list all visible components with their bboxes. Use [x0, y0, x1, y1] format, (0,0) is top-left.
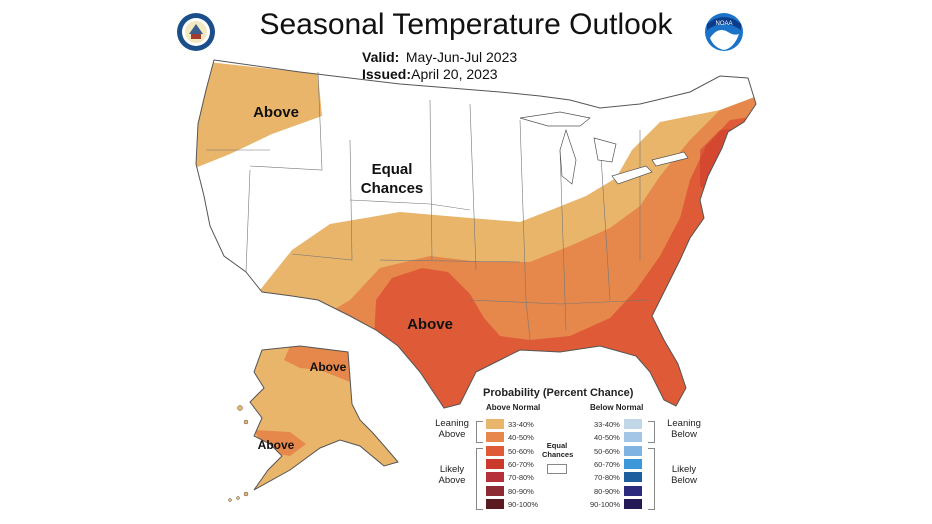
legend-label-below-40-50: 40-50% — [594, 433, 620, 442]
legend-brace-likely-below — [648, 448, 655, 510]
legend-title: Probability (Percent Chance) — [483, 387, 634, 399]
legend-label-below-60-70: 60-70% — [594, 460, 620, 469]
legend-label-above-80-90: 80-90% — [508, 487, 534, 496]
legend: Probability (Percent Chance) Above Norma… — [428, 384, 718, 514]
legend-swatch-below-70-80 — [624, 472, 642, 482]
legend-label-above-50-60: 50-60% — [508, 447, 534, 456]
legend-swatch-above-40-50 — [486, 432, 504, 442]
map-label-alaska-south: Above — [257, 438, 295, 452]
legend-swatch-above-33-40 — [486, 419, 504, 429]
legend-swatch-equal-chances — [547, 464, 567, 474]
legend-brace-leaning-above — [476, 421, 483, 443]
map-label-northwest: Above — [253, 104, 299, 121]
legend-leaning-above: Leaning Above — [435, 418, 469, 440]
commerce-seal-icon — [177, 13, 215, 51]
legend-swatch-below-90-100 — [624, 499, 642, 509]
valid-value: May-Jun-Jul 2023 — [405, 49, 518, 65]
legend-below-heading: Below Normal — [590, 403, 644, 412]
legend-swatch-below-50-60 — [624, 446, 642, 456]
noaa-logo-text: NOAA — [715, 21, 732, 27]
legend-label-above-70-80: 70-80% — [508, 473, 534, 482]
legend-label-below-33-40: 33-40% — [594, 420, 620, 429]
legend-above-heading: Above Normal — [486, 403, 541, 412]
legend-swatch-above-90-100 — [486, 499, 504, 509]
legend-label-above-40-50: 40-50% — [508, 433, 534, 442]
legend-swatch-above-50-60 — [486, 446, 504, 456]
legend-swatch-below-33-40 — [624, 419, 642, 429]
outlook-meta: Valid: May-Jun-Jul 2023 Issued: April 20… — [362, 49, 517, 83]
legend-label-above-60-70: 60-70% — [508, 460, 534, 469]
noaa-logo-icon: NOAA — [705, 13, 743, 51]
map-label-alaska-north: Above — [309, 360, 347, 374]
legend-swatch-below-80-90 — [624, 486, 642, 496]
issued-label: Issued: — [362, 66, 412, 82]
legend-swatch-above-80-90 — [486, 486, 504, 496]
legend-likely-above: Likely Above — [438, 464, 466, 486]
legend-swatch-below-60-70 — [624, 459, 642, 469]
valid-label: Valid: — [362, 49, 400, 65]
legend-leaning-below: Leaning Below — [667, 418, 701, 440]
legend-swatch-above-70-80 — [486, 472, 504, 482]
issued-value: April 20, 2023 — [411, 66, 498, 82]
legend-label-above-33-40: 33-40% — [508, 420, 534, 429]
legend-label-below-70-80: 70-80% — [594, 473, 620, 482]
legend-brace-likely-above — [476, 448, 483, 510]
legend-label-below-90-100: 90-100% — [590, 500, 621, 509]
legend-swatch-below-40-50 — [624, 432, 642, 442]
legend-equal-chances-label: Equal Chances — [542, 441, 574, 459]
map-label-central: Equal Chances — [360, 161, 424, 197]
legend-likely-below: Likely Below — [671, 464, 697, 486]
legend-label-above-90-100: 90-100% — [508, 500, 539, 509]
legend-label-below-80-90: 80-90% — [594, 487, 620, 496]
page-title: Seasonal Temperature Outlook — [259, 8, 673, 41]
legend-brace-leaning-below — [648, 421, 655, 443]
legend-label-below-50-60: 50-60% — [594, 447, 620, 456]
map-label-south: Above — [407, 316, 453, 333]
legend-swatch-above-60-70 — [486, 459, 504, 469]
